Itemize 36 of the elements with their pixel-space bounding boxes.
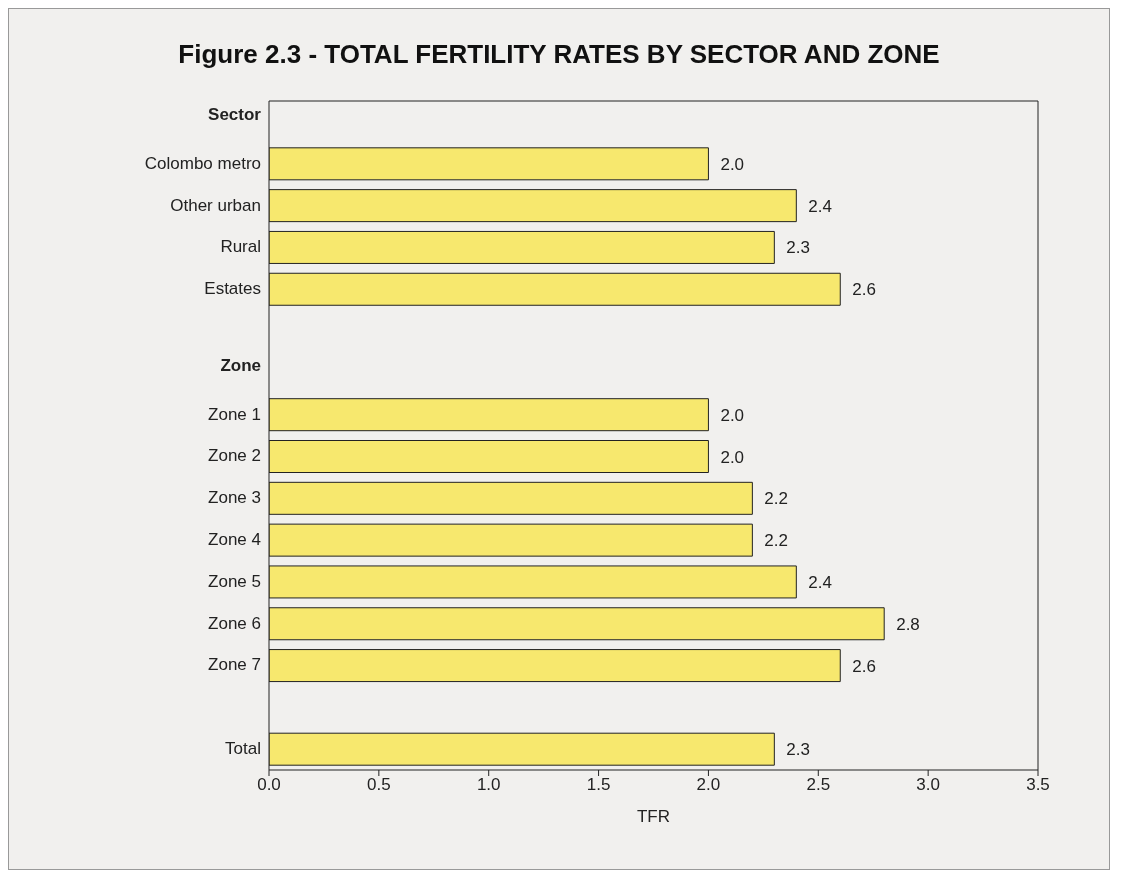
data-label: 2.6 (852, 280, 876, 300)
data-label: 2.2 (764, 531, 789, 551)
y-tick-label: Colombo metro (144, 153, 261, 173)
y-tick-label: Zone 3 (208, 488, 261, 508)
data-label: 2.2 (764, 489, 789, 509)
x-tick-label: 1.0 (476, 775, 501, 795)
data-label: 2.0 (720, 154, 745, 174)
y-tick-label: Sector (208, 104, 262, 124)
x-tick-label: 2.0 (696, 775, 721, 795)
data-label: 2.3 (786, 740, 810, 760)
data-label: 2.0 (720, 447, 745, 467)
x-tick-label: 1.5 (586, 775, 611, 795)
data-label: 2.6 (852, 656, 876, 676)
y-tick-label: Zone (220, 355, 261, 375)
y-tick-label: Other urban (170, 195, 261, 215)
data-label: 2.4 (808, 572, 832, 592)
y-tick-label: Zone 6 (208, 613, 261, 633)
x-tick-label: 3.0 (916, 775, 940, 795)
x-tick-label: 2.5 (806, 775, 831, 795)
x-tick-label: 3.5 (1026, 775, 1050, 795)
y-tick-label: Rural (220, 237, 261, 257)
y-tick-label: Zone 4 (208, 530, 261, 550)
chart-title: Figure 2.3 - TOTAL FERTILITY RATES BY SECTOR AND ZONE (177, 38, 941, 70)
y-tick-label: Total (225, 739, 261, 759)
data-label: 2.0 (720, 405, 745, 425)
x-axis-title: TFR (636, 807, 671, 826)
y-tick-label: Estates (204, 279, 261, 299)
x-tick-label: 0.5 (367, 775, 391, 795)
data-label: 2.8 (896, 614, 920, 634)
y-tick-label: Zone 1 (208, 404, 261, 424)
y-tick-label: Zone 2 (208, 446, 261, 466)
x-tick-label: 0.0 (257, 775, 281, 795)
y-tick-label: Zone 5 (208, 571, 261, 591)
data-label: 2.3 (786, 238, 810, 258)
y-tick-label: Zone 7 (208, 655, 261, 675)
data-label: 2.4 (808, 196, 832, 216)
